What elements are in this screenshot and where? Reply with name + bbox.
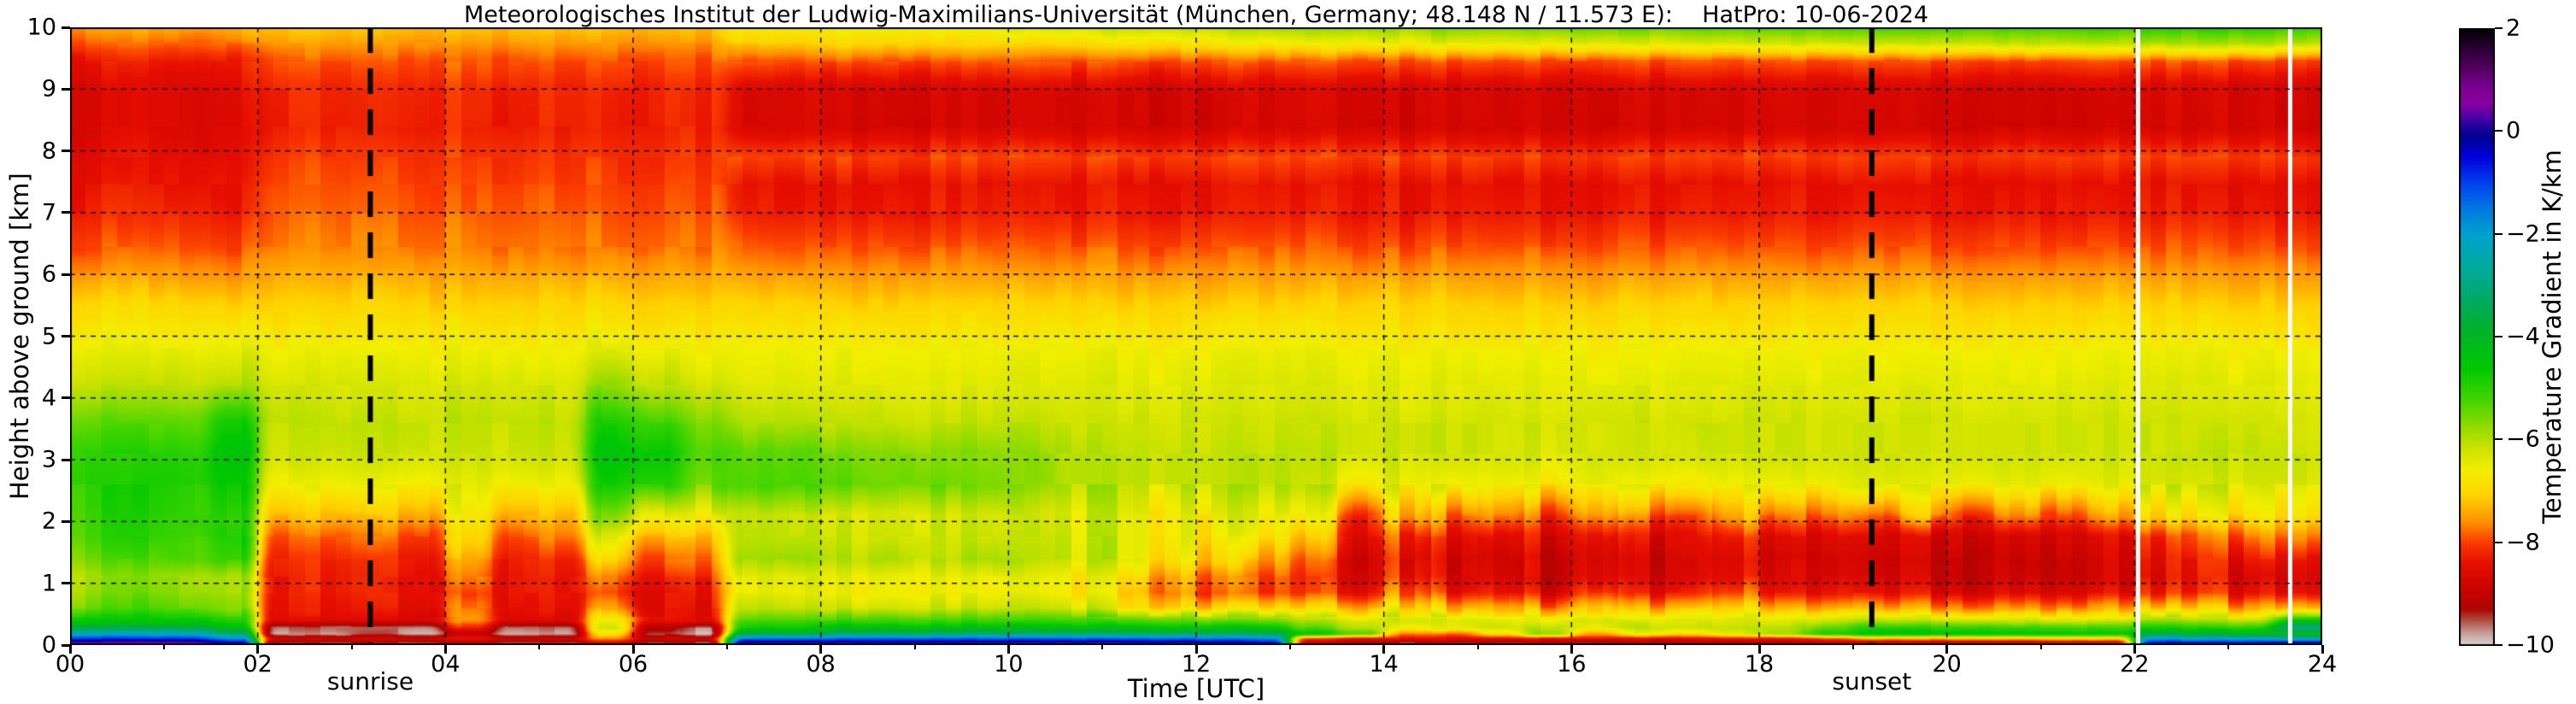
colorbar-canvas (2459, 28, 2495, 646)
x-tick-mark (1757, 645, 1761, 654)
x-tick-label: 24 (2307, 651, 2338, 678)
y-tick-label: 5 (41, 323, 56, 349)
x-minor-tick-mark (1288, 645, 1291, 649)
y-tick-label: 6 (41, 261, 56, 288)
x-minor-tick-mark (1664, 645, 1667, 649)
x-tick-label: 02 (243, 651, 273, 678)
x-minor-tick-mark (2039, 645, 2042, 649)
x-tick-mark (1382, 645, 1386, 654)
colorbar-label: Temperature Gradient in K/km (2538, 150, 2567, 525)
x-tick-mark (2321, 645, 2324, 654)
colorbar-tick-mark (2495, 27, 2503, 29)
chart-title: Meteorologisches Institut der Ludwig-Max… (463, 2, 1929, 28)
y-tick-label: 2 (41, 507, 56, 535)
x-minor-tick-mark (350, 645, 353, 649)
x-minor-tick-mark (2227, 645, 2230, 649)
x-tick-mark (1570, 645, 1573, 654)
colorbar-tick-label: 0 (2506, 117, 2521, 144)
x-tick-mark (68, 645, 72, 654)
y-tick-mark (62, 273, 70, 276)
x-tick-mark (631, 645, 635, 654)
y-tick-mark (62, 211, 70, 214)
y-tick-mark (62, 26, 70, 29)
x-tick-label: 18 (1744, 651, 1775, 678)
y-axis-label: Height above ground [km] (5, 173, 34, 500)
colorbar-tick-label: 2 (2506, 15, 2521, 42)
colorbar-tick-label: −2 (2506, 220, 2540, 248)
y-tick-label: 10 (26, 14, 56, 41)
y-tick-mark (62, 643, 70, 647)
x-tick-mark (1194, 645, 1198, 654)
x-minor-tick-mark (913, 645, 916, 649)
y-tick-label: 9 (41, 75, 56, 103)
x-tick-label: 06 (618, 651, 648, 678)
colorbar-tick-label: −4 (2506, 323, 2540, 350)
y-tick-mark (62, 150, 70, 153)
x-tick-label: 08 (806, 651, 836, 678)
x-minor-tick-mark (1851, 645, 1854, 649)
colorbar-tick-label: −8 (2506, 529, 2540, 556)
x-minor-tick-mark (162, 645, 165, 649)
x-minor-tick-mark (1476, 645, 1479, 649)
sunset-annotation: sunset (1832, 667, 1912, 695)
y-tick-mark (62, 396, 70, 400)
x-tick-mark (443, 645, 447, 654)
heatmap-canvas (70, 27, 2322, 645)
y-tick-label: 7 (41, 199, 56, 226)
x-tick-label: 10 (994, 651, 1024, 678)
x-tick-label: 00 (55, 651, 85, 678)
y-tick-label: 8 (41, 138, 56, 165)
x-tick-mark (819, 645, 823, 654)
colorbar-tick-label: −6 (2506, 425, 2540, 453)
colorbar-tick-mark (2495, 541, 2503, 543)
x-tick-mark (1945, 645, 1949, 654)
y-tick-mark (62, 87, 70, 91)
colorbar-tick-mark (2495, 232, 2503, 235)
colorbar-tick-mark (2495, 130, 2503, 132)
x-axis-label: Time [UTC] (1127, 674, 1265, 703)
colorbar-tick-mark (2495, 336, 2503, 337)
x-minor-tick-mark (538, 645, 541, 649)
y-tick-label: 0 (41, 631, 56, 659)
x-tick-label: 14 (1369, 651, 1399, 678)
y-tick-mark (62, 582, 70, 585)
x-tick-label: 04 (431, 651, 461, 678)
x-tick-mark (1006, 645, 1010, 654)
y-tick-mark (62, 458, 70, 461)
sunrise-annotation: sunrise (326, 667, 414, 695)
y-tick-label: 3 (41, 446, 56, 473)
y-tick-mark (62, 335, 70, 337)
x-minor-tick-mark (725, 645, 728, 649)
y-tick-label: 4 (41, 384, 56, 412)
colorbar-tick-label: −10 (2506, 631, 2555, 659)
y-tick-label: 1 (41, 570, 56, 597)
x-tick-label: 12 (1181, 651, 1212, 678)
x-tick-label: 22 (2120, 651, 2150, 678)
colorbar-tick-mark (2495, 644, 2503, 646)
x-tick-mark (256, 645, 260, 654)
y-tick-mark (62, 519, 70, 523)
x-minor-tick-mark (1101, 645, 1104, 649)
x-tick-label: 20 (1932, 651, 1962, 678)
x-tick-label: 16 (1557, 651, 1587, 678)
colorbar-tick-mark (2495, 438, 2503, 441)
x-tick-mark (2133, 645, 2136, 654)
